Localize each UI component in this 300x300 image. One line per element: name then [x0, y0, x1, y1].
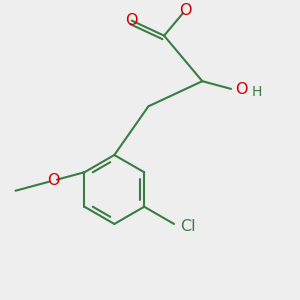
- Text: O: O: [179, 3, 191, 18]
- Text: Cl: Cl: [180, 219, 196, 234]
- Text: O: O: [125, 13, 137, 28]
- Text: O: O: [235, 82, 248, 97]
- Text: O: O: [46, 173, 59, 188]
- Text: H: H: [252, 85, 262, 99]
